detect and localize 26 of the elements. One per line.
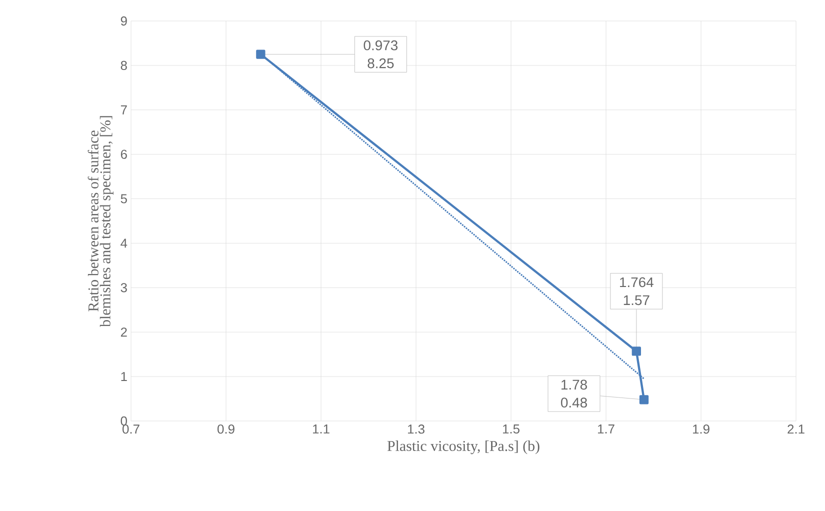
x-tick-label: 1.9 [692,424,710,434]
x-tick-label: 1.7 [598,424,614,434]
x-tick-label: 2.1 [788,424,804,434]
point [639,395,649,404]
y-tick-label: 0 [120,416,127,426]
x-tick-label: 0.7 [122,424,140,434]
y-tick-label: 7 [120,105,127,114]
y-tick-label: 6 [120,150,127,159]
y-tick-label: 2 [120,328,127,337]
point [632,346,641,356]
point [256,50,266,59]
y-tick-label: 5 [120,194,127,204]
x-axis-title: Plastic vicosity, [Pa.s] (b) [387,440,540,454]
annotation: 1.78 0.48 [560,380,587,408]
y-axis-title: Ratio between areas of surface blemishes and tested specimen, [%] [88,116,114,328]
y-tick-label: 8 [120,60,127,70]
y-tick-label: 3 [120,283,127,292]
annotation: 0.973 8.25 [364,40,398,68]
annotation: 1.764 1.57 [620,277,654,306]
x-tick-label: 1.5 [502,424,520,434]
x-tick-label: 0.9 [218,424,234,434]
y-tick-label: 1 [121,372,127,381]
x-tick-label: 1.1 [312,424,330,434]
y-tick-label: 4 [120,238,128,248]
x-tick-label: 1.3 [408,424,424,434]
y-tick-label: 9 [120,16,127,26]
